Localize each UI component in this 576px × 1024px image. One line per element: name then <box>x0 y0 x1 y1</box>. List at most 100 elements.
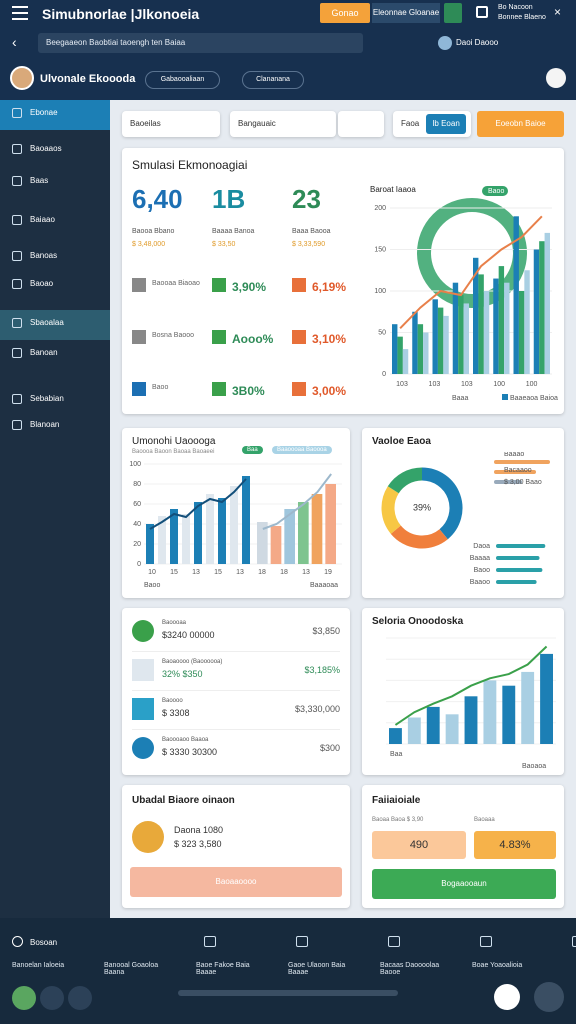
button[interactable]: Ib Eoan <box>426 114 466 134</box>
button[interactable]: Gonao <box>320 3 370 23</box>
metric: 6,19% <box>312 280 347 294</box>
dropdown[interactable] <box>444 3 462 23</box>
nav-icon[interactable] <box>12 251 22 261</box>
button[interactable]: Baoaaoooo <box>130 867 342 897</box>
chart-title: Baroat Iaaoa <box>370 185 416 194</box>
search-button[interactable] <box>338 111 384 137</box>
nav-item[interactable]: Baas <box>30 176 49 185</box>
bar <box>533 249 540 374</box>
menu-icon[interactable] <box>12 6 28 20</box>
item-name: Baoooaa <box>162 620 187 626</box>
bar <box>417 324 424 374</box>
button[interactable]: Eleonnae Gloanae <box>372 3 440 23</box>
metric: 3,10% <box>312 332 347 346</box>
nav-item[interactable]: Banoan <box>30 348 58 357</box>
nav-label[interactable]: Banooal Goaoloa Baana <box>104 962 159 976</box>
action-button[interactable]: Eoeobn Baioe <box>477 111 564 137</box>
item-name: Baoaoooo (Baoooooa) <box>162 659 223 665</box>
avatar[interactable] <box>10 66 34 90</box>
legend-label: Baaao <box>504 452 524 458</box>
app-icon[interactable] <box>12 986 36 1010</box>
nav-icon[interactable] <box>12 420 22 430</box>
nav-icon[interactable] <box>572 936 576 947</box>
nav-icon[interactable] <box>12 279 22 289</box>
nav-item[interactable]: Baiaao <box>30 215 55 224</box>
nav-highlight <box>0 100 110 130</box>
icon[interactable] <box>546 68 566 88</box>
search-field[interactable] <box>38 33 363 53</box>
nav-label[interactable]: Banoelan Ialoeia <box>12 962 65 969</box>
close-icon[interactable]: × <box>554 5 562 19</box>
filter: Faoa Ib Eoan <box>393 111 471 137</box>
dropdown[interactable]: Bangauaic <box>230 111 336 137</box>
nav-item[interactable]: Sbaoalaa <box>30 318 64 327</box>
x-label: Baoo <box>144 582 160 589</box>
nav-icon[interactable] <box>296 936 308 947</box>
nav-item[interactable]: Sebabian <box>30 394 64 403</box>
dropdown[interactable]: Baoeilas <box>122 111 220 137</box>
icon[interactable] <box>476 6 488 18</box>
nav-icon[interactable] <box>204 936 216 947</box>
donut-segment <box>390 525 448 549</box>
share-card: Vaoloe Eaoa 39% Baaao Bacaaoo $ 3,00 Baao Dao… <box>362 428 564 598</box>
nav-icon[interactable] <box>12 348 22 358</box>
button[interactable]: Bogaaooaun <box>372 869 556 899</box>
trend-line <box>262 473 332 530</box>
nav-item[interactable]: Blanoan <box>30 420 60 429</box>
badge-label: Baoo <box>488 188 504 195</box>
overview-card: Smulasi Ekmonoagiai 6,40 Baooa Bbano $ 3,48… <box>122 148 564 414</box>
tab[interactable]: Gabaooaliaan <box>145 71 220 89</box>
nav-label[interactable]: Boae Yoaoalioia <box>472 962 523 969</box>
bar <box>284 509 295 564</box>
bar <box>452 282 459 374</box>
nav-icon[interactable] <box>12 936 23 947</box>
top-text: Bonnee Blaeno <box>498 14 546 21</box>
nav-icon[interactable] <box>388 936 400 947</box>
avatar <box>132 821 164 853</box>
metric-icon <box>292 278 306 292</box>
nav-item[interactable]: Banoas <box>30 251 58 260</box>
nav-item[interactable]: Baoaaos <box>30 144 62 153</box>
nav-item[interactable]: Baoao <box>30 279 54 288</box>
bar <box>182 514 190 564</box>
info: Daona 1080 <box>174 825 224 835</box>
fab[interactable] <box>534 982 564 1012</box>
y-tick-label: 80 <box>133 481 141 488</box>
y-tick-label: 100 <box>374 288 386 295</box>
nav-icon[interactable] <box>12 215 22 225</box>
nav-label[interactable]: Gaoe Ulaoon Baia Baaae <box>288 962 346 976</box>
item-value: 32% $350 <box>162 669 203 679</box>
tab[interactable]: Clananana <box>242 71 304 89</box>
card-title: Vaoloe Eaoa <box>372 436 431 447</box>
x-tick-label: 13 <box>302 569 310 576</box>
avatar[interactable] <box>438 36 452 50</box>
item-value: $ 3330 30300 <box>162 747 218 757</box>
kpi-label: Baaa Baooa <box>292 228 331 235</box>
nav-icon[interactable] <box>12 318 22 328</box>
sales-card: Seloria Onoodoska Baa Baoaoa <box>362 608 564 775</box>
search-placeholder: Beegaaeon Baobtiai taoengh ten Baiaa <box>46 38 186 47</box>
dropdown-label: Bangauaic <box>238 119 276 128</box>
nav-label[interactable]: Bacaas Daoooolaa Baooe <box>380 962 440 976</box>
y-tick-label: 60 <box>133 501 141 508</box>
bar <box>170 509 178 564</box>
nav-icon[interactable] <box>12 108 22 118</box>
nav-icon[interactable] <box>12 176 22 186</box>
nav-label[interactable]: Baoe Fakoe Baia Baaae <box>196 962 250 976</box>
nav-icon[interactable] <box>12 394 22 404</box>
item-right: $3,850 <box>312 626 340 636</box>
back-icon[interactable]: ‹ <box>12 34 17 50</box>
metric-icon <box>132 330 146 344</box>
fab[interactable] <box>494 984 520 1010</box>
nav-icon[interactable] <box>12 144 22 154</box>
nav-item[interactable]: Ebonae <box>30 108 58 117</box>
nav-icon[interactable] <box>480 936 492 947</box>
trend-card: Umonohi Uaoooga Baoooa Baoon Baoaa Baoaee… <box>122 428 350 598</box>
app-icon[interactable] <box>40 986 64 1010</box>
bar <box>146 524 154 564</box>
app-icon[interactable] <box>68 986 92 1010</box>
bar <box>521 671 535 744</box>
bar <box>478 274 484 374</box>
bar <box>458 295 464 374</box>
stat-box: 4.83% <box>474 831 556 859</box>
